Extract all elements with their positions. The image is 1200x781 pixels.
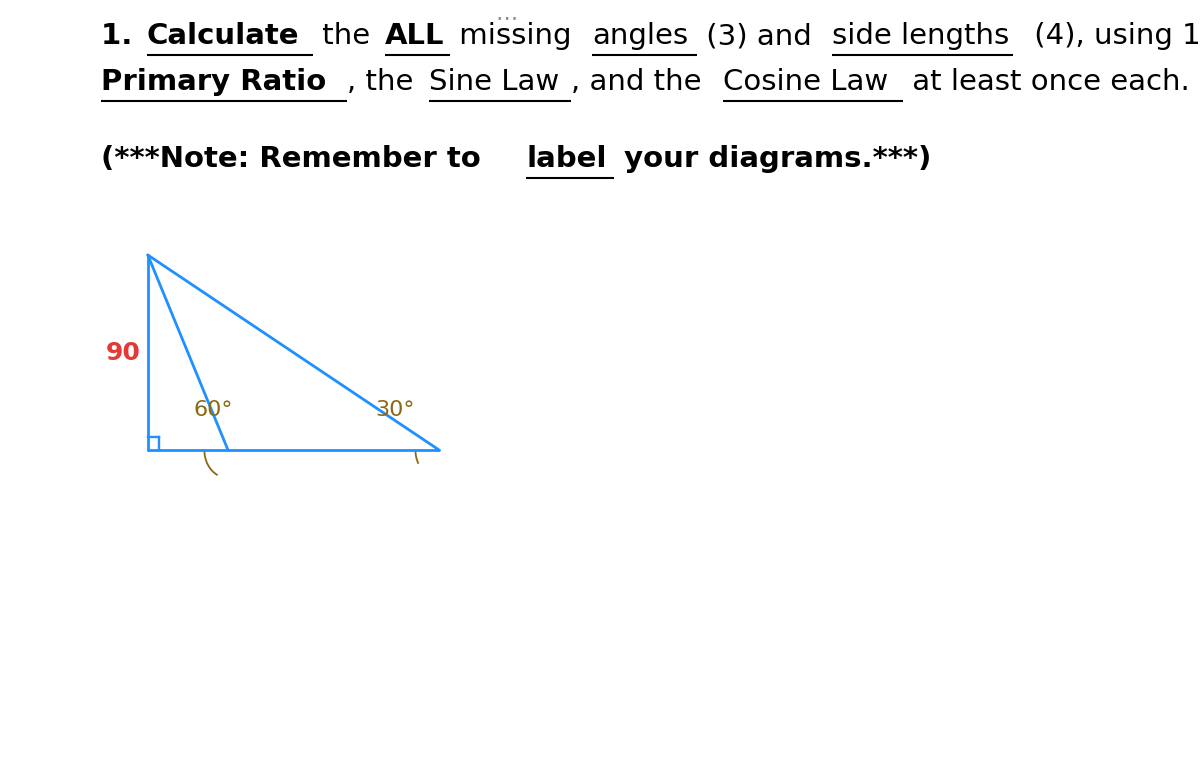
Text: , and the: , and the: [571, 68, 710, 96]
Text: Calculate: Calculate: [146, 22, 299, 50]
Text: Sine Law: Sine Law: [430, 68, 559, 96]
Text: your diagrams.***): your diagrams.***): [614, 145, 931, 173]
Text: ALL: ALL: [385, 22, 444, 50]
Text: 90: 90: [106, 341, 142, 365]
Text: angles: angles: [593, 22, 689, 50]
Text: missing: missing: [450, 22, 581, 50]
Text: , the: , the: [347, 68, 422, 96]
Text: Primary Ratio: Primary Ratio: [101, 68, 326, 96]
Text: ⋯: ⋯: [496, 8, 517, 28]
Text: label: label: [526, 145, 607, 173]
Text: 60°: 60°: [193, 400, 233, 420]
Text: 1.: 1.: [101, 22, 143, 50]
Text: (4), using 1: (4), using 1: [1025, 22, 1200, 50]
Text: (***Note: Remember to: (***Note: Remember to: [101, 145, 491, 173]
Text: (3) and: (3) and: [697, 22, 821, 50]
Text: Cosine Law: Cosine Law: [724, 68, 888, 96]
Text: the: the: [313, 22, 379, 50]
Text: 30°: 30°: [376, 400, 415, 420]
Text: at least once each.: at least once each.: [904, 68, 1190, 96]
Text: side lengths: side lengths: [832, 22, 1009, 50]
